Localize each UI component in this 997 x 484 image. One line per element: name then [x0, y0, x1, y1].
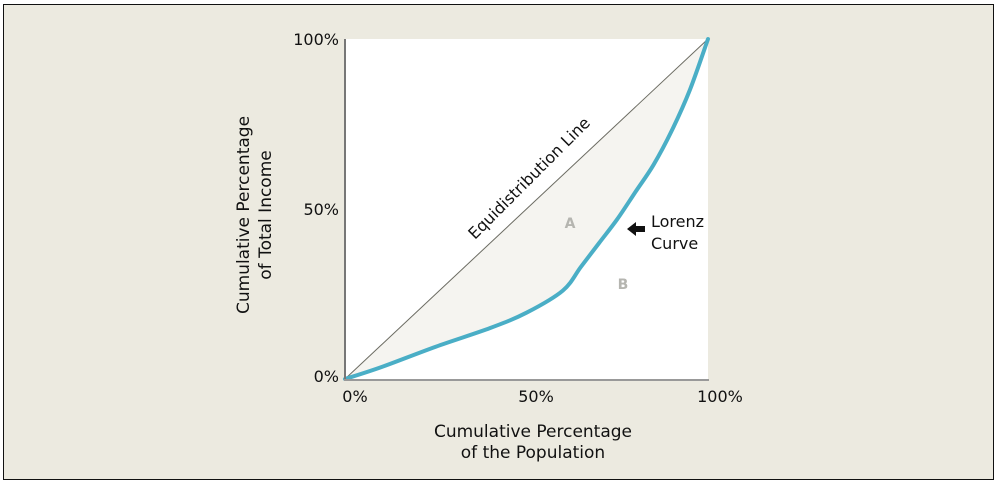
x-tick-label: 100% [697, 387, 743, 406]
y-tick-label: 50% [303, 200, 339, 219]
area-b-label: B [618, 277, 629, 293]
lorenz-curve-line [343, 37, 710, 381]
lorenz-label: Lorenz [651, 212, 704, 231]
area-a-label: A [565, 216, 576, 232]
x-axis-title: Cumulative Percentage [434, 422, 632, 442]
lorenz-label: Curve [651, 234, 698, 253]
y-axis-title: of Total Income [256, 150, 276, 279]
y-tick-label: 100% [293, 30, 339, 49]
y-axis-title: Cumulative Percentage [234, 116, 254, 314]
arrow-left-icon [627, 222, 645, 236]
y-tick-label: 0% [314, 367, 339, 386]
x-tick-label: 0% [342, 387, 367, 406]
x-tick-label: 50% [518, 387, 554, 406]
equidistribution-line [344, 38, 709, 380]
x-axis-title: of the Population [461, 443, 605, 463]
